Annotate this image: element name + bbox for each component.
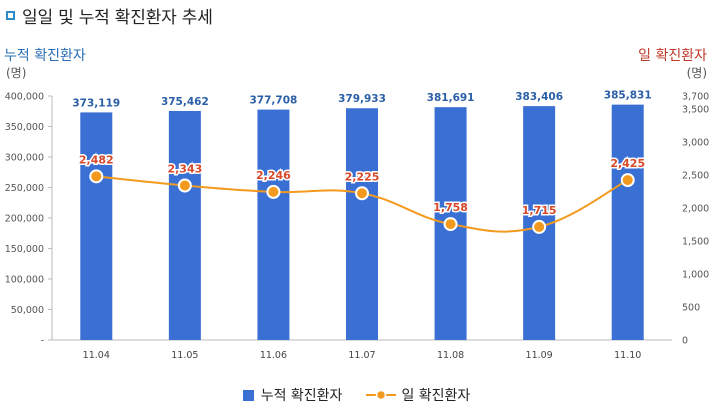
- bar-data-label: 383,406: [515, 91, 563, 103]
- left-tick-label: 150,000: [5, 244, 44, 255]
- daily-point: [177, 178, 192, 193]
- left-axis-title: 누적 확진환자: [4, 48, 86, 64]
- left-axis-unit: (명): [6, 66, 27, 80]
- daily-data-label: 2,343: [167, 162, 202, 175]
- right-tick-label: 3,700: [682, 92, 709, 103]
- x-tick-label: 11.09: [526, 350, 553, 361]
- legend-line-swatch: [366, 389, 397, 401]
- x-tick-label: 11.08: [437, 350, 464, 361]
- bar-cumulative: [611, 104, 644, 340]
- legend-label-daily: 일 확진환자: [401, 388, 471, 404]
- bar-data-label: 373,119: [72, 97, 120, 109]
- left-tick-label: 100,000: [5, 275, 44, 286]
- bar-data-label: 375,462: [161, 96, 209, 108]
- bar-cumulative: [257, 109, 290, 341]
- right-tick-label: 3,500: [682, 105, 709, 116]
- bar-data-label: 377,708: [250, 95, 298, 107]
- daily-data-label: 1,715: [522, 204, 557, 217]
- right-tick-label: 0: [682, 336, 688, 347]
- chart-title-row: 일일 및 누적 확진환자 추세: [6, 4, 213, 28]
- bar-data-label: 381,691: [427, 92, 475, 104]
- left-tick-label: 250,000: [5, 183, 44, 194]
- daily-data-label: 2,425: [610, 157, 645, 170]
- x-tick-label: 11.05: [171, 350, 198, 361]
- right-axis-title: 일 확진환자: [638, 48, 707, 64]
- daily-data-label: 2,225: [345, 170, 380, 183]
- left-tick-label: 350,000: [5, 122, 44, 133]
- right-tick-label: 2,500: [682, 171, 709, 182]
- legend-item-daily: 일 확진환자: [366, 385, 470, 405]
- daily-point: [266, 184, 281, 199]
- left-tick-label: 300,000: [5, 153, 44, 164]
- daily-point: [443, 217, 458, 232]
- x-tick-label: 11.04: [83, 350, 110, 361]
- left-tick-label: 200,000: [5, 214, 44, 225]
- left-tick-label: 50,000: [11, 305, 44, 316]
- left-tick-label: 400,000: [5, 92, 44, 103]
- right-axis-unit: (명): [686, 66, 707, 80]
- legend-label-cumulative: 누적 확진환자: [260, 388, 343, 404]
- x-tick-label: 11.06: [260, 350, 287, 361]
- daily-point: [89, 169, 104, 184]
- bar-cumulative: [168, 110, 201, 341]
- square-bullet-icon: [6, 10, 15, 20]
- chart-title: 일일 및 누적 확진환자 추세: [22, 7, 213, 28]
- bar-data-label: 379,933: [338, 93, 386, 105]
- x-tick-label: 11.07: [348, 350, 375, 361]
- left-tick-label: -: [41, 336, 44, 347]
- right-tick-label: 1,500: [682, 237, 709, 248]
- chart-legend: 누적 확진환자 일 확진환자: [0, 385, 713, 405]
- daily-point: [355, 186, 369, 201]
- x-tick-label: 11.10: [614, 350, 641, 361]
- daily-data-label: 1,758: [433, 201, 468, 214]
- bar-data-label: 385,831: [604, 90, 652, 102]
- daily-point: [532, 219, 547, 234]
- right-tick-label: 1,000: [682, 270, 709, 281]
- bar-cumulative: [346, 108, 378, 340]
- chart-plot: - 50,000 100,000 150,000 200,000 250,000 300,0…: [5, 90, 710, 361]
- daily-data-label: 2,246: [256, 169, 291, 182]
- daily-point: [620, 173, 635, 188]
- right-tick-label: 500: [682, 303, 700, 314]
- right-tick-label: 2,000: [682, 204, 709, 215]
- legend-item-cumulative: 누적 확진환자: [242, 385, 343, 405]
- right-tick-label: 3,000: [682, 138, 709, 149]
- bar-cumulative: [80, 112, 113, 341]
- daily-data-label: 2,482: [79, 153, 114, 166]
- legend-bar-swatch: [242, 389, 254, 401]
